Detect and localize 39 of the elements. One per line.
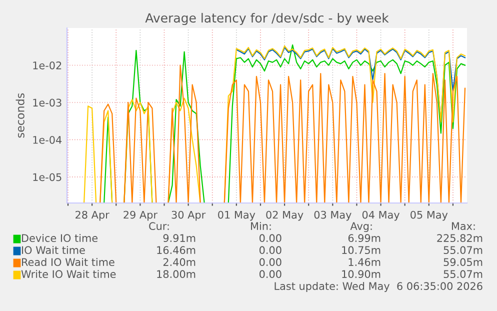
text: 18.00m <box>157 270 196 278</box>
text: 9.91m <box>163 234 196 242</box>
y-axis-title: seconds <box>16 93 24 138</box>
y-tick-label: 1e-05 <box>33 173 62 182</box>
y-tick-label: 1e-02 <box>33 61 62 70</box>
text: Min: <box>251 222 271 230</box>
text: Max: <box>452 222 475 230</box>
text: 6.99m <box>348 234 380 242</box>
text: 225.82m <box>437 234 482 242</box>
chart-title: Average latency for /dev/sdc - by week <box>145 12 389 26</box>
text: 10.90m <box>342 270 380 278</box>
text: Cur: <box>149 222 169 230</box>
y-tick-label: 1e-04 <box>33 136 62 144</box>
legend-label: Write IO Wait time <box>21 270 116 278</box>
x-tick-label: 28 Apr <box>76 210 110 221</box>
text: 59.05m <box>444 258 482 266</box>
text: 10.75m <box>342 246 380 254</box>
x-tick-label: 03 May <box>314 210 352 221</box>
text: 0.00 <box>259 234 282 242</box>
legend-label: IO Wait time <box>22 246 85 254</box>
text: 0.00 <box>259 246 282 254</box>
x-tick-label: 30 Apr <box>172 210 206 221</box>
x-tick-label: 29 Apr <box>124 210 158 221</box>
x-tick-label: 01 May <box>218 210 256 221</box>
text: 16.46m <box>157 246 196 254</box>
text: 0.00 <box>259 258 282 266</box>
x-tick-label: 05 May <box>410 210 448 221</box>
legend-label: Read IO Wait time <box>22 258 114 266</box>
legend-label: Device IO time <box>22 234 98 242</box>
text: 2.40m <box>163 258 196 266</box>
x-tick-label: 02 May <box>266 210 304 221</box>
x-tick-label: 04 May <box>362 210 400 221</box>
text: Avg: <box>350 222 372 232</box>
text: 0.00 <box>259 270 282 278</box>
text: Last update: Wed May 6 06:35:00 2026 <box>274 282 482 292</box>
y-tick-label: 1e-03 <box>33 98 62 107</box>
text: 55.07m <box>444 246 482 254</box>
text: 1.46m <box>348 258 380 266</box>
text: 55.07m <box>444 270 482 278</box>
